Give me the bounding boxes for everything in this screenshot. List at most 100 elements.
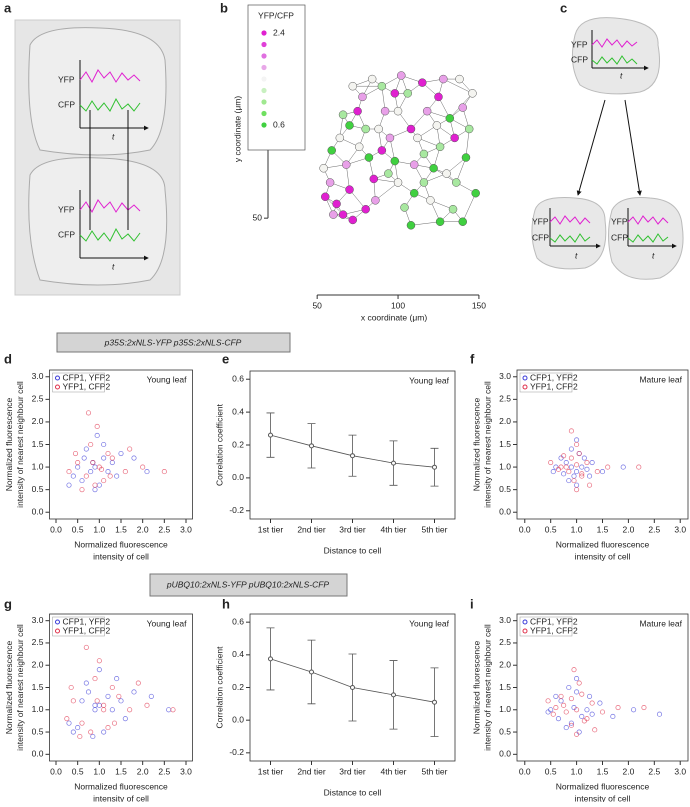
scatter-point xyxy=(88,729,94,735)
scatter-point xyxy=(579,691,585,697)
cell-node xyxy=(325,178,335,187)
scatter-point xyxy=(584,460,590,466)
legend-label: YFP1, CFP2 xyxy=(63,625,111,635)
diagram-label: YFP xyxy=(611,216,628,226)
cell-node xyxy=(426,196,435,205)
legend-box xyxy=(519,372,573,393)
scatter-point xyxy=(107,473,113,479)
scatter-point xyxy=(105,725,111,731)
scatter-point xyxy=(568,428,574,434)
scatter-point xyxy=(561,702,567,708)
scatter-point xyxy=(579,713,585,720)
cell-node xyxy=(358,92,367,102)
scatter-point xyxy=(589,700,595,706)
scatter-point xyxy=(589,711,595,717)
scatter-point xyxy=(127,446,133,452)
scatter-point xyxy=(584,707,590,713)
cell-node xyxy=(452,178,461,187)
scatter-point xyxy=(101,729,107,735)
x-axis-label: intensity of cell xyxy=(93,551,149,561)
scatter-point xyxy=(563,460,569,466)
network-edges xyxy=(323,75,476,226)
scatter-point xyxy=(568,720,574,726)
scatter-point xyxy=(170,707,176,713)
point xyxy=(391,460,396,466)
x-tick-label: 1.0 xyxy=(93,766,105,776)
cell-node xyxy=(471,188,480,198)
cell-node xyxy=(393,106,403,116)
plot-frame xyxy=(49,369,193,520)
diagram-label: YFP xyxy=(571,39,588,49)
cell-node xyxy=(418,78,427,87)
cell-node xyxy=(371,196,380,205)
cell-node xyxy=(406,221,416,230)
scatter-point xyxy=(81,455,87,461)
panel-letter: f xyxy=(470,351,475,366)
y-tick-label: 1.0 xyxy=(499,704,511,714)
legend-label: YFP1, CFP2 xyxy=(530,625,578,635)
cell-node xyxy=(458,217,467,226)
cell-node xyxy=(455,74,464,84)
scatter-point xyxy=(88,469,94,475)
annotation: Young leaf xyxy=(409,375,450,385)
network-edge xyxy=(462,193,476,222)
scatter-point xyxy=(116,693,122,699)
diagram-label: CFP xyxy=(532,232,549,242)
scatter-point xyxy=(615,704,621,711)
cell-node xyxy=(422,106,432,116)
x-tick-label: 2.0 xyxy=(622,524,634,534)
y-tick-label: 2.5 xyxy=(499,394,511,404)
legend-tick-label: 2.4 xyxy=(273,27,285,37)
scatter-point xyxy=(571,473,577,479)
network-edge xyxy=(456,157,467,183)
scatter-point xyxy=(563,725,569,731)
scatter-point xyxy=(66,720,72,726)
legend-label: CFP1, YFP2 xyxy=(530,372,578,382)
diagram-c: YFP CFP t YFP CFP t YFP CFP t xyxy=(531,17,684,280)
scatter-point xyxy=(127,707,133,713)
scatter-point xyxy=(64,716,70,722)
cell-node xyxy=(345,185,354,194)
scatter-point xyxy=(574,482,580,488)
x-tick-label: 100 xyxy=(391,300,405,310)
scatter-point xyxy=(105,450,111,457)
x-tick-label: 0.5 xyxy=(545,524,557,534)
legend-swatch xyxy=(261,110,267,117)
y-tick-label: 0.0 xyxy=(232,714,244,724)
y-tick-label: 0.2 xyxy=(232,682,244,692)
diagram-label: YFP xyxy=(58,204,75,214)
legend-swatch xyxy=(261,87,267,94)
panel-letter: c xyxy=(560,0,567,15)
scatter-point xyxy=(594,469,600,475)
legend-swatch xyxy=(261,41,267,48)
scatter-point xyxy=(114,473,120,479)
x-tick-label: 3.0 xyxy=(180,766,192,776)
scatter-point xyxy=(566,684,572,691)
x-tick-label: 2.0 xyxy=(137,524,149,534)
scatter-point xyxy=(574,487,580,493)
y-tick-label: 3.0 xyxy=(499,615,511,625)
annotation: Mature leaf xyxy=(639,618,682,628)
x-tick-label: 1.5 xyxy=(597,524,609,534)
x-tick-label: 5th tier xyxy=(422,524,448,534)
network-edge xyxy=(410,221,441,226)
scatter-point xyxy=(92,702,98,708)
diagram-label: YFP xyxy=(532,216,549,226)
scatter-point xyxy=(109,455,115,461)
y-tick-label: 1.5 xyxy=(499,439,511,449)
scatter-point xyxy=(140,464,146,470)
x-axis-label: Normalized fluorescence xyxy=(556,539,650,549)
scatter-point xyxy=(566,478,572,484)
y-tick-label: 0.0 xyxy=(32,749,44,759)
x-tick-label: 2.5 xyxy=(158,524,170,534)
scatter-point xyxy=(561,453,567,459)
scatter-point xyxy=(586,482,593,488)
scatter-point xyxy=(568,722,574,728)
scatter-point xyxy=(555,466,562,472)
y-tick-label: 1.0 xyxy=(32,704,44,714)
cell-node xyxy=(448,205,458,214)
point xyxy=(268,656,273,662)
scatter-point xyxy=(144,469,150,475)
y-tick-label: -0.2 xyxy=(229,505,244,515)
